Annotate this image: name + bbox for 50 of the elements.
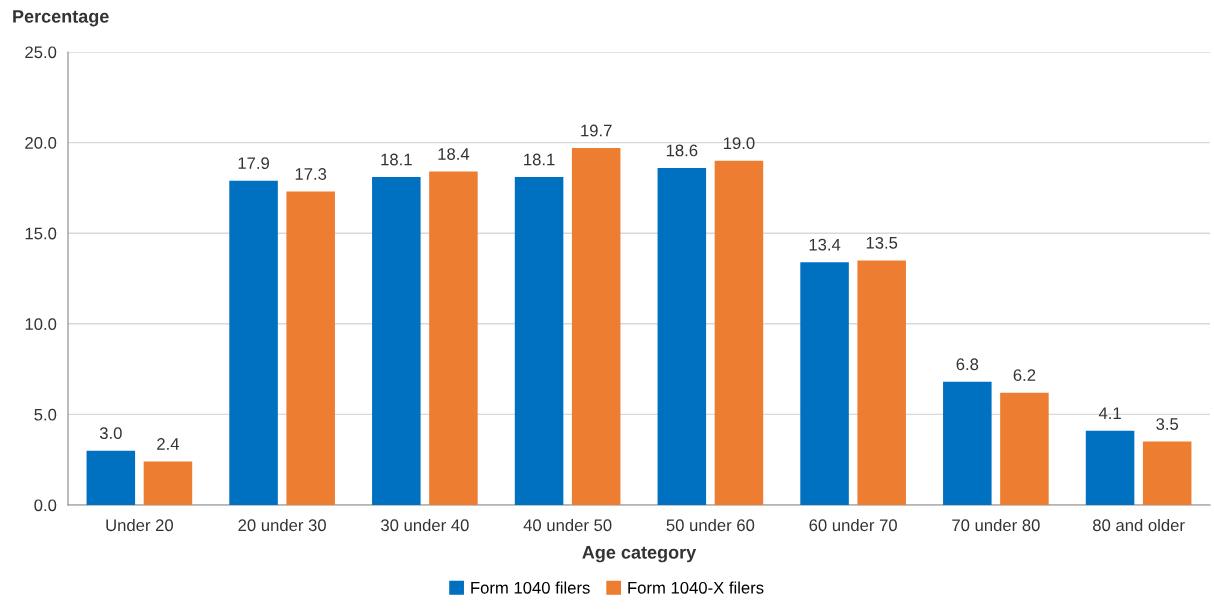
data-label: 2.4 xyxy=(157,438,180,450)
data-label: 6.8 xyxy=(956,358,979,371)
bar xyxy=(286,191,335,505)
bar xyxy=(143,461,193,505)
data-label: 13.4 xyxy=(809,238,841,251)
data-label: 3.0 xyxy=(99,427,122,440)
x-tick-label: Under 20 xyxy=(106,518,174,532)
data-label: 17.9 xyxy=(238,157,270,170)
data-label: 19.7 xyxy=(581,124,612,137)
bar xyxy=(429,171,478,505)
x-tick-label: 40 under 50 xyxy=(523,518,612,532)
data-label: 18.1 xyxy=(524,153,555,166)
x-tick-label: 50 under 60 xyxy=(666,518,755,532)
bar xyxy=(514,177,564,505)
legend-label: Form 1040 filers xyxy=(471,581,590,594)
bar xyxy=(1085,430,1135,505)
x-tick-label: 70 under 80 xyxy=(952,518,1040,532)
data-label: 3.5 xyxy=(1156,418,1179,430)
y-axis-title: Percentage xyxy=(13,10,109,27)
y-tick-label: 10.0 xyxy=(25,318,57,330)
legend-label: Form 1040-X filers xyxy=(628,581,764,594)
y-tick-label: 25.0 xyxy=(25,46,57,59)
data-label: 18.6 xyxy=(666,144,698,157)
x-axis-title: Age category xyxy=(582,546,697,563)
y-tick-label: 15.0 xyxy=(25,227,57,240)
bar xyxy=(714,160,764,505)
bar xyxy=(86,450,136,505)
y-tick-label: 5.0 xyxy=(34,408,57,421)
data-label: 18.4 xyxy=(438,148,470,160)
x-tick-label: 20 under 30 xyxy=(238,518,326,532)
bar xyxy=(800,262,849,505)
x-tick-label: 30 under 40 xyxy=(381,518,469,532)
data-label: 19.0 xyxy=(723,137,755,150)
data-label: 6.2 xyxy=(1013,369,1036,382)
x-tick-label: 60 under 70 xyxy=(809,518,897,532)
bar xyxy=(571,148,621,505)
bar xyxy=(857,260,906,505)
bar xyxy=(1000,392,1049,505)
data-label: 18.1 xyxy=(381,153,412,166)
data-label: 17.3 xyxy=(295,168,327,180)
bar xyxy=(229,180,278,505)
bar xyxy=(657,167,707,505)
y-tick-label: 0.0 xyxy=(34,499,57,512)
bar xyxy=(1142,441,1192,505)
bar xyxy=(372,177,421,505)
y-tick-label: 20.0 xyxy=(25,137,57,149)
bar xyxy=(943,381,992,505)
data-label: 13.5 xyxy=(866,236,898,249)
x-tick-label: 80 and older xyxy=(1093,518,1185,532)
data-label: 4.1 xyxy=(1098,407,1121,419)
